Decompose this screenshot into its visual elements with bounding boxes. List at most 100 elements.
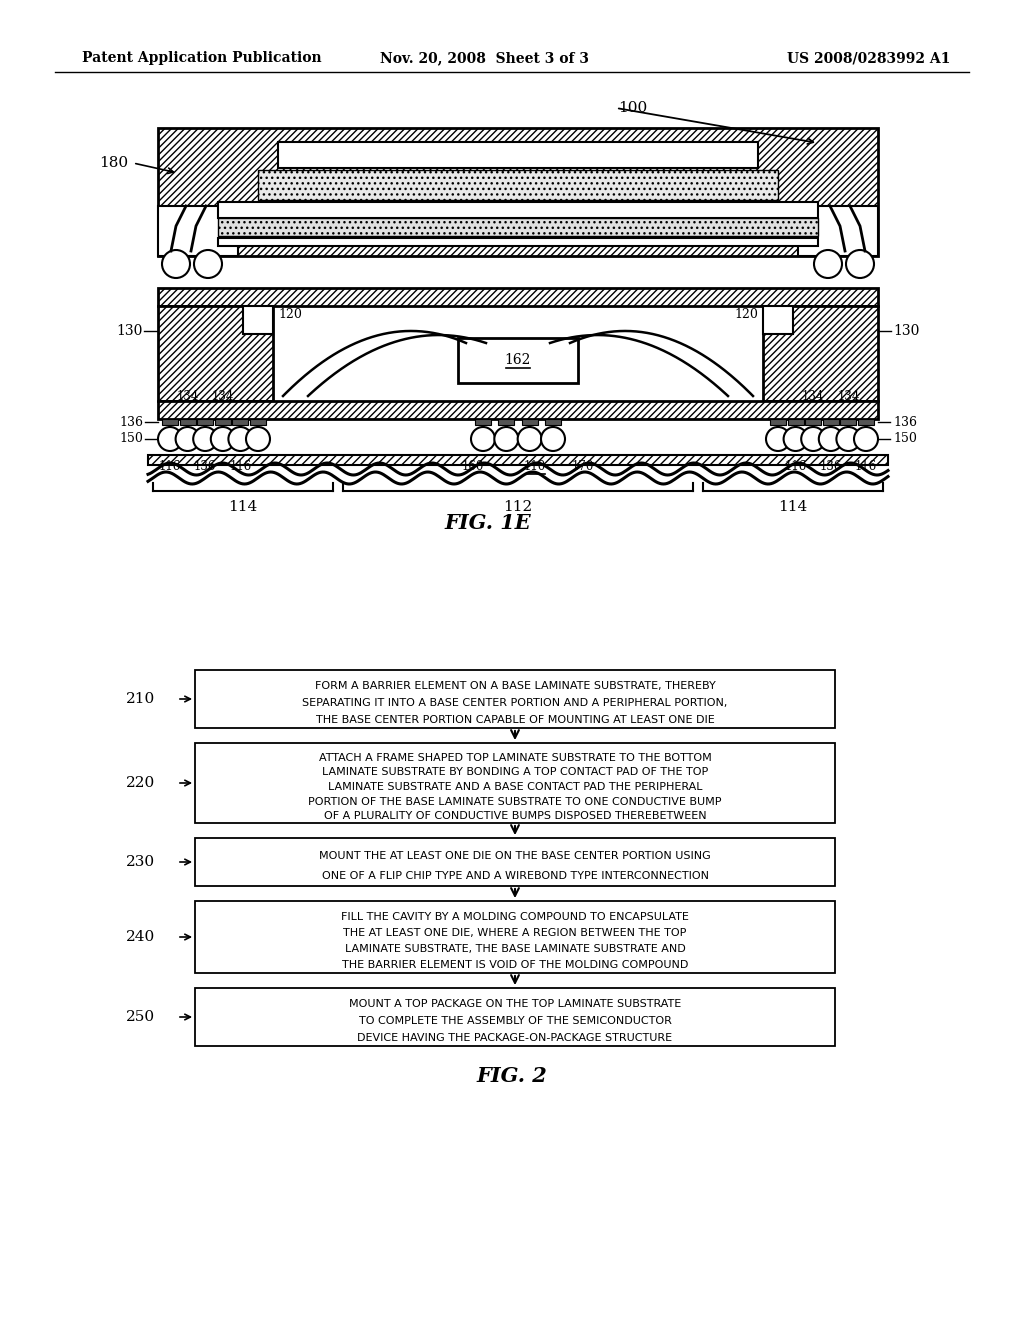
Text: 240: 240: [126, 931, 155, 944]
Text: 110: 110: [523, 461, 546, 474]
Text: 120: 120: [734, 308, 758, 321]
Text: 114: 114: [228, 500, 258, 513]
Bar: [195, 838, 835, 886]
Circle shape: [518, 426, 542, 451]
Text: 136: 136: [819, 461, 842, 474]
Text: 134: 134: [212, 389, 234, 403]
Bar: [179, 418, 196, 425]
Text: 162: 162: [505, 352, 531, 367]
Text: THE BASE CENTER PORTION CAPABLE OF MOUNTING AT LEAST ONE DIE: THE BASE CENTER PORTION CAPABLE OF MOUNT…: [315, 714, 715, 725]
Text: 134: 134: [838, 389, 859, 403]
Circle shape: [162, 249, 190, 279]
Circle shape: [495, 426, 518, 451]
Bar: [195, 743, 835, 822]
Circle shape: [246, 426, 270, 451]
Text: Nov. 20, 2008  Sheet 3 of 3: Nov. 20, 2008 Sheet 3 of 3: [380, 51, 589, 65]
Text: 116: 116: [784, 461, 807, 474]
Circle shape: [766, 426, 790, 451]
Text: 136: 136: [119, 416, 143, 429]
Text: 100: 100: [618, 102, 647, 115]
Bar: [545, 418, 561, 425]
Circle shape: [194, 249, 222, 279]
Bar: [215, 418, 230, 425]
Bar: [158, 206, 238, 256]
Text: DEVICE HAVING THE PACKAGE-ON-PACKAGE STRUCTURE: DEVICE HAVING THE PACKAGE-ON-PACKAGE STR…: [357, 1032, 673, 1043]
Text: 160: 160: [462, 461, 484, 474]
Text: 136: 136: [893, 416, 918, 429]
Circle shape: [211, 426, 234, 451]
Text: LAMINATE SUBSTRATE BY BONDING A TOP CONTACT PAD OF THE TOP: LAMINATE SUBSTRATE BY BONDING A TOP CONT…: [322, 767, 709, 777]
Circle shape: [194, 426, 217, 451]
Circle shape: [471, 426, 495, 451]
Text: 150: 150: [119, 433, 143, 446]
Bar: [218, 202, 818, 218]
Circle shape: [783, 426, 808, 451]
Bar: [243, 306, 273, 334]
Text: 134: 134: [802, 389, 824, 403]
Circle shape: [854, 426, 878, 451]
Text: 230: 230: [126, 855, 155, 869]
Bar: [798, 206, 878, 256]
Bar: [232, 418, 249, 425]
Bar: [858, 418, 874, 425]
Text: US 2008/0283992 A1: US 2008/0283992 A1: [786, 51, 950, 65]
Circle shape: [541, 426, 565, 451]
Text: 130: 130: [893, 323, 920, 338]
Text: PORTION OF THE BASE LAMINATE SUBSTRATE TO ONE CONDUCTIVE BUMP: PORTION OF THE BASE LAMINATE SUBSTRATE T…: [308, 796, 722, 807]
Bar: [218, 238, 818, 246]
Bar: [195, 902, 835, 973]
Text: ONE OF A FLIP CHIP TYPE AND A WIREBOND TYPE INTERCONNECTION: ONE OF A FLIP CHIP TYPE AND A WIREBOND T…: [322, 871, 709, 880]
Circle shape: [814, 249, 842, 279]
Text: 116: 116: [855, 461, 878, 474]
Circle shape: [837, 426, 860, 451]
Bar: [823, 418, 839, 425]
Text: FIG. 2: FIG. 2: [476, 1067, 548, 1086]
Bar: [195, 671, 835, 729]
Text: Patent Application Publication: Patent Application Publication: [82, 51, 322, 65]
Bar: [499, 418, 514, 425]
Bar: [521, 418, 538, 425]
Text: 116: 116: [229, 461, 252, 474]
Bar: [787, 418, 804, 425]
Text: 116: 116: [159, 461, 181, 474]
Bar: [162, 418, 178, 425]
Text: THE AT LEAST ONE DIE, WHERE A REGION BETWEEN THE TOP: THE AT LEAST ONE DIE, WHERE A REGION BET…: [343, 928, 687, 939]
Text: 120: 120: [278, 308, 302, 321]
Text: 130: 130: [117, 323, 143, 338]
Bar: [218, 218, 818, 236]
Text: 136: 136: [194, 461, 216, 474]
Text: 210: 210: [126, 692, 155, 706]
Circle shape: [175, 426, 200, 451]
Bar: [278, 143, 758, 168]
Bar: [195, 987, 835, 1045]
Circle shape: [819, 426, 843, 451]
Text: FILL THE CAVITY BY A MOLDING COMPOUND TO ENCAPSULATE: FILL THE CAVITY BY A MOLDING COMPOUND TO…: [341, 912, 689, 921]
Text: 220: 220: [126, 776, 155, 789]
Text: 250: 250: [126, 1010, 155, 1024]
Text: FORM A BARRIER ELEMENT ON A BASE LAMINATE SUBSTRATE, THEREBY: FORM A BARRIER ELEMENT ON A BASE LAMINAT…: [314, 681, 716, 692]
Text: THE BARRIER ELEMENT IS VOID OF THE MOLDING COMPOUND: THE BARRIER ELEMENT IS VOID OF THE MOLDI…: [342, 960, 688, 970]
Bar: [158, 128, 878, 256]
Text: 114: 114: [778, 500, 808, 513]
Bar: [475, 418, 490, 425]
Circle shape: [846, 249, 874, 279]
Circle shape: [158, 426, 182, 451]
Text: OF A PLURALITY OF CONDUCTIVE BUMPS DISPOSED THEREBETWEEN: OF A PLURALITY OF CONDUCTIVE BUMPS DISPO…: [324, 810, 707, 821]
Text: SEPARATING IT INTO A BASE CENTER PORTION AND A PERIPHERAL PORTION,: SEPARATING IT INTO A BASE CENTER PORTION…: [302, 698, 728, 708]
Bar: [841, 418, 856, 425]
Bar: [158, 306, 273, 401]
Bar: [770, 418, 786, 425]
Bar: [158, 288, 878, 306]
Bar: [158, 401, 878, 418]
Text: LAMINATE SUBSTRATE AND A BASE CONTACT PAD THE PERIPHERAL: LAMINATE SUBSTRATE AND A BASE CONTACT PA…: [328, 781, 702, 792]
Bar: [805, 418, 821, 425]
Bar: [458, 338, 578, 383]
Text: 150: 150: [893, 433, 916, 446]
Bar: [250, 418, 266, 425]
Bar: [763, 306, 793, 334]
Text: TO COMPLETE THE ASSEMBLY OF THE SEMICONDUCTOR: TO COMPLETE THE ASSEMBLY OF THE SEMICOND…: [358, 1016, 672, 1026]
Bar: [198, 418, 213, 425]
Circle shape: [801, 426, 825, 451]
Circle shape: [228, 426, 252, 451]
Text: FIG. 1E: FIG. 1E: [444, 513, 531, 533]
